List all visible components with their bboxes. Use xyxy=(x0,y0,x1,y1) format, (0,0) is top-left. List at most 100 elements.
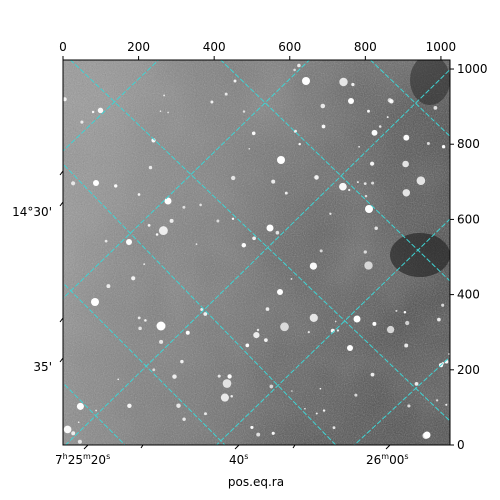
coordinate-grid xyxy=(63,60,450,445)
right-tick-label: 400 xyxy=(457,288,480,302)
star xyxy=(348,98,354,104)
grid-line xyxy=(220,60,450,282)
grid-line xyxy=(64,68,450,445)
grid-line xyxy=(63,382,126,445)
star xyxy=(224,92,228,96)
star xyxy=(441,145,446,149)
star xyxy=(71,431,76,436)
star xyxy=(363,250,367,254)
star xyxy=(275,230,280,235)
star xyxy=(309,262,318,270)
star xyxy=(163,94,166,97)
star xyxy=(302,77,310,85)
grid-line xyxy=(353,356,450,445)
ra-tick xyxy=(385,444,391,450)
star xyxy=(169,218,174,223)
star xyxy=(93,180,99,186)
right-tick-label: 1000 xyxy=(457,62,488,76)
star xyxy=(264,338,268,342)
star xyxy=(159,339,164,344)
star xyxy=(339,77,348,87)
grid-line xyxy=(63,282,226,445)
star xyxy=(437,317,441,322)
star xyxy=(77,439,82,444)
star xyxy=(374,226,378,231)
star xyxy=(320,103,326,109)
ra-tick xyxy=(292,444,296,449)
ra-tick-label: 40s xyxy=(229,452,248,467)
star xyxy=(131,276,136,281)
star xyxy=(180,359,184,364)
star xyxy=(336,329,340,332)
grid-line xyxy=(63,60,311,300)
star xyxy=(222,379,232,388)
star xyxy=(307,330,310,334)
top-tick-label: 600 xyxy=(278,40,301,54)
star xyxy=(370,372,375,377)
star xyxy=(414,382,419,386)
star xyxy=(167,111,169,114)
star xyxy=(445,403,448,406)
star xyxy=(433,106,438,110)
star xyxy=(217,374,221,378)
star xyxy=(199,203,202,207)
star xyxy=(441,303,445,307)
star xyxy=(252,236,256,241)
star xyxy=(370,161,375,166)
star xyxy=(253,331,260,339)
star xyxy=(277,156,285,164)
right-tick-label: 600 xyxy=(457,212,480,226)
right-axis: 0 200 400 600 800 1000 xyxy=(450,62,488,452)
top-tick-label: 800 xyxy=(354,40,377,54)
star xyxy=(372,321,377,326)
star xyxy=(76,402,84,410)
star xyxy=(269,384,274,389)
grid-line xyxy=(215,218,450,445)
star xyxy=(290,277,293,280)
star xyxy=(339,182,347,191)
star xyxy=(148,165,153,170)
star xyxy=(256,328,260,332)
star xyxy=(185,330,190,335)
star xyxy=(405,320,410,326)
star xyxy=(348,188,351,192)
star xyxy=(403,134,410,141)
star xyxy=(304,407,306,410)
star xyxy=(280,322,289,332)
ra-tick xyxy=(140,444,144,449)
star xyxy=(266,224,274,232)
star xyxy=(91,110,95,114)
star xyxy=(293,68,296,72)
star xyxy=(314,175,319,180)
top-axis: 0 200 400 600 800 1000 xyxy=(59,40,456,60)
star xyxy=(106,284,111,289)
star xyxy=(332,426,336,430)
ra-tick xyxy=(234,444,240,450)
star xyxy=(245,343,250,348)
star xyxy=(395,309,398,312)
ra-axis: 7h25m20s 40s 26m00s xyxy=(55,444,409,467)
star xyxy=(319,387,322,390)
plot-frame xyxy=(62,59,451,446)
star xyxy=(231,217,235,220)
star xyxy=(251,131,256,136)
star xyxy=(426,141,430,146)
star xyxy=(97,107,104,114)
star xyxy=(242,110,246,113)
star xyxy=(147,224,151,227)
star xyxy=(250,425,254,429)
grid-line xyxy=(63,60,160,152)
star xyxy=(231,175,236,181)
star xyxy=(416,176,426,185)
dec-axis: 14°30' 35' xyxy=(12,170,64,374)
star xyxy=(203,312,208,316)
star xyxy=(91,298,99,306)
star xyxy=(297,63,301,68)
star xyxy=(137,193,141,196)
star xyxy=(358,145,361,148)
star xyxy=(138,326,142,331)
star xyxy=(182,417,186,421)
right-tick-label: 0 xyxy=(457,438,465,452)
star xyxy=(152,368,156,372)
